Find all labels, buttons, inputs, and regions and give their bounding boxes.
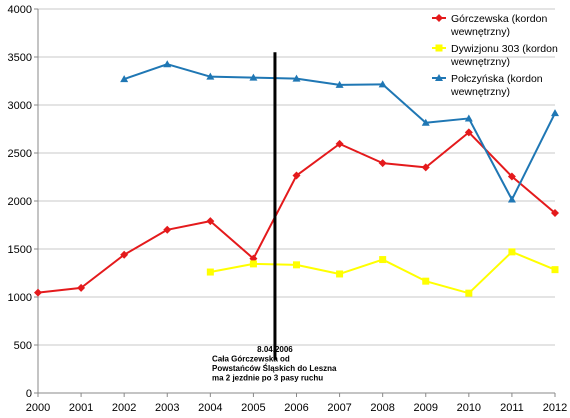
- data-point: [163, 60, 172, 68]
- legend-label-line: wewnętrzny): [450, 56, 510, 68]
- data-point: [507, 195, 516, 203]
- annotation-text-line: Cała Górczewska od: [212, 355, 290, 364]
- data-point: [336, 270, 344, 278]
- data-point: [206, 268, 214, 276]
- x-tick-label: 2000: [26, 402, 50, 414]
- legend-label-line: Dywizjonu 303 (kordon: [451, 43, 558, 55]
- annotation-text-line: Powstańców Śląskich do Leszna: [212, 364, 337, 373]
- data-point: [292, 171, 301, 180]
- y-tick-label: 3000: [8, 100, 32, 112]
- gridlines: [38, 8, 555, 346]
- data-point: [378, 80, 387, 88]
- data-point: [464, 128, 473, 137]
- x-tick-label: 2009: [414, 402, 438, 414]
- data-point: [551, 266, 559, 274]
- annotation-text-line: 8.04.2006: [257, 345, 293, 354]
- y-tick-label: 1500: [8, 244, 32, 256]
- legend-label-line: Górczewska (kordon: [451, 13, 547, 25]
- data-point: [421, 118, 430, 126]
- x-tick-label: 2012: [543, 402, 567, 414]
- legend-marker: [435, 74, 443, 81]
- data-point: [422, 277, 430, 285]
- x-tick-label: 2004: [198, 402, 222, 414]
- data-point: [293, 261, 300, 269]
- data-point: [465, 289, 473, 297]
- data-point: [335, 139, 344, 148]
- x-tick-label: 2010: [457, 402, 481, 414]
- x-tick-label: 2011: [500, 402, 524, 414]
- x-tick-label: 2002: [112, 402, 136, 414]
- series-line-0: [37, 131, 556, 294]
- y-tick-label: 2000: [8, 196, 32, 208]
- y-tick-label: 1000: [8, 292, 32, 304]
- series-0: [34, 128, 559, 297]
- y-tick-label: 0: [26, 388, 32, 400]
- axes: [34, 8, 556, 397]
- data-point: [163, 225, 172, 234]
- y-tick-label: 2500: [8, 148, 32, 160]
- data-point: [77, 283, 86, 292]
- x-tick-label: 2003: [155, 402, 179, 414]
- data-point: [379, 256, 387, 264]
- data-point: [507, 172, 516, 181]
- data-point: [249, 73, 258, 81]
- data-point: [120, 75, 129, 83]
- y-tick-label: 4000: [8, 4, 32, 16]
- data-point: [120, 250, 129, 259]
- data-point: [206, 217, 215, 226]
- x-tick-label: 2008: [370, 402, 394, 414]
- x-tick-label: 2005: [241, 402, 265, 414]
- data-point: [206, 72, 215, 80]
- data-series: [34, 60, 559, 297]
- y-axis-ticks: 0 500 1000 1500 2000 2500 3000 3500 4000: [8, 4, 32, 400]
- legend-label-line: wewnętrzny): [450, 86, 510, 98]
- data-point: [378, 159, 387, 168]
- data-point: [292, 74, 301, 82]
- x-tick-label: 2001: [69, 402, 93, 414]
- data-point: [421, 163, 430, 172]
- legend-marker: [435, 14, 443, 22]
- data-point: [551, 109, 559, 117]
- y-tick-label: 3500: [8, 52, 32, 64]
- data-point: [464, 114, 473, 122]
- legend-label-line: wewnętrzny): [450, 26, 510, 38]
- data-point: [551, 209, 559, 217]
- data-point: [335, 80, 344, 88]
- series-2: [120, 60, 559, 203]
- data-point: [249, 260, 257, 268]
- legend-label-line: Połczyńska (kordon: [451, 73, 543, 85]
- x-axis-ticks: 2000 2001 2002 2003 2004 2005 2006 2007 2008 2009…: [26, 402, 567, 414]
- data-point: [508, 248, 516, 256]
- series-1: [206, 248, 559, 297]
- y-tick-label: 500: [14, 340, 32, 352]
- data-point: [34, 288, 42, 297]
- legend-marker: [435, 44, 443, 52]
- annotation-text-line: ma 2 jezdnie po 3 pasy ruchu: [212, 374, 323, 383]
- x-tick-label: 2007: [327, 402, 351, 414]
- x-tick-label: 2006: [284, 402, 308, 414]
